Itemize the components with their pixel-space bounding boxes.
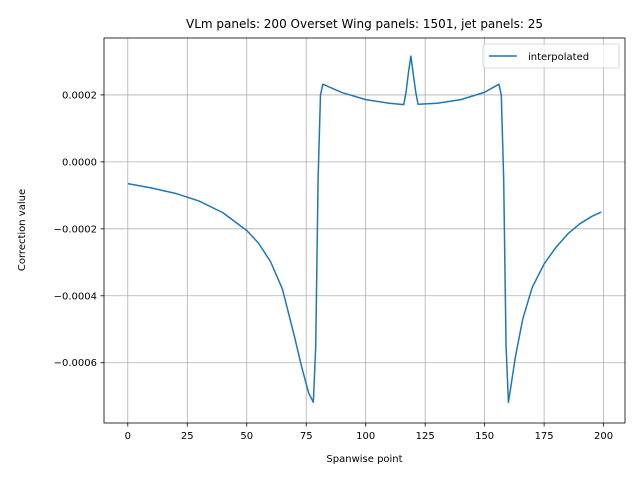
x-tick-label: 75 (300, 431, 313, 442)
legend-box (482, 43, 620, 69)
plot-frame (103, 37, 626, 424)
y-tick-label: 0.0000 (62, 157, 97, 168)
chart-title: VLm panels: 200 Overset Wing panels: 150… (186, 17, 543, 31)
x-axis-label: Spanwise point (326, 454, 402, 465)
axis-ticks: 0 25 50 75 100 125 150 175 200 −0.0006 −0.0004 −0.0… (54, 90, 614, 442)
x-tick-label: 0 (125, 431, 131, 442)
x-tick-label: 100 (356, 431, 375, 442)
x-tick-label: 50 (240, 431, 253, 442)
series-line-interpolated (127, 55, 602, 403)
x-tick-label: 125 (416, 431, 435, 442)
y-tick-label: 0.0002 (62, 90, 97, 101)
y-axis-label: Correction value (17, 189, 28, 271)
legend: interpolated (482, 43, 620, 69)
x-tick-label: 200 (594, 431, 613, 442)
x-tick-label: 175 (535, 431, 554, 442)
y-tick-label: −0.0004 (54, 291, 97, 302)
series-lines (127, 55, 602, 403)
x-tick-label: 25 (181, 431, 194, 442)
y-tick-label: −0.0006 (54, 358, 97, 369)
legend-label: interpolated (528, 52, 589, 63)
y-tick-label: −0.0002 (54, 224, 97, 235)
x-tick-label: 150 (475, 431, 494, 442)
